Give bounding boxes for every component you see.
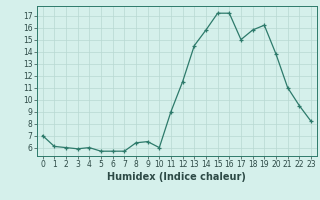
X-axis label: Humidex (Indice chaleur): Humidex (Indice chaleur) — [108, 172, 246, 182]
